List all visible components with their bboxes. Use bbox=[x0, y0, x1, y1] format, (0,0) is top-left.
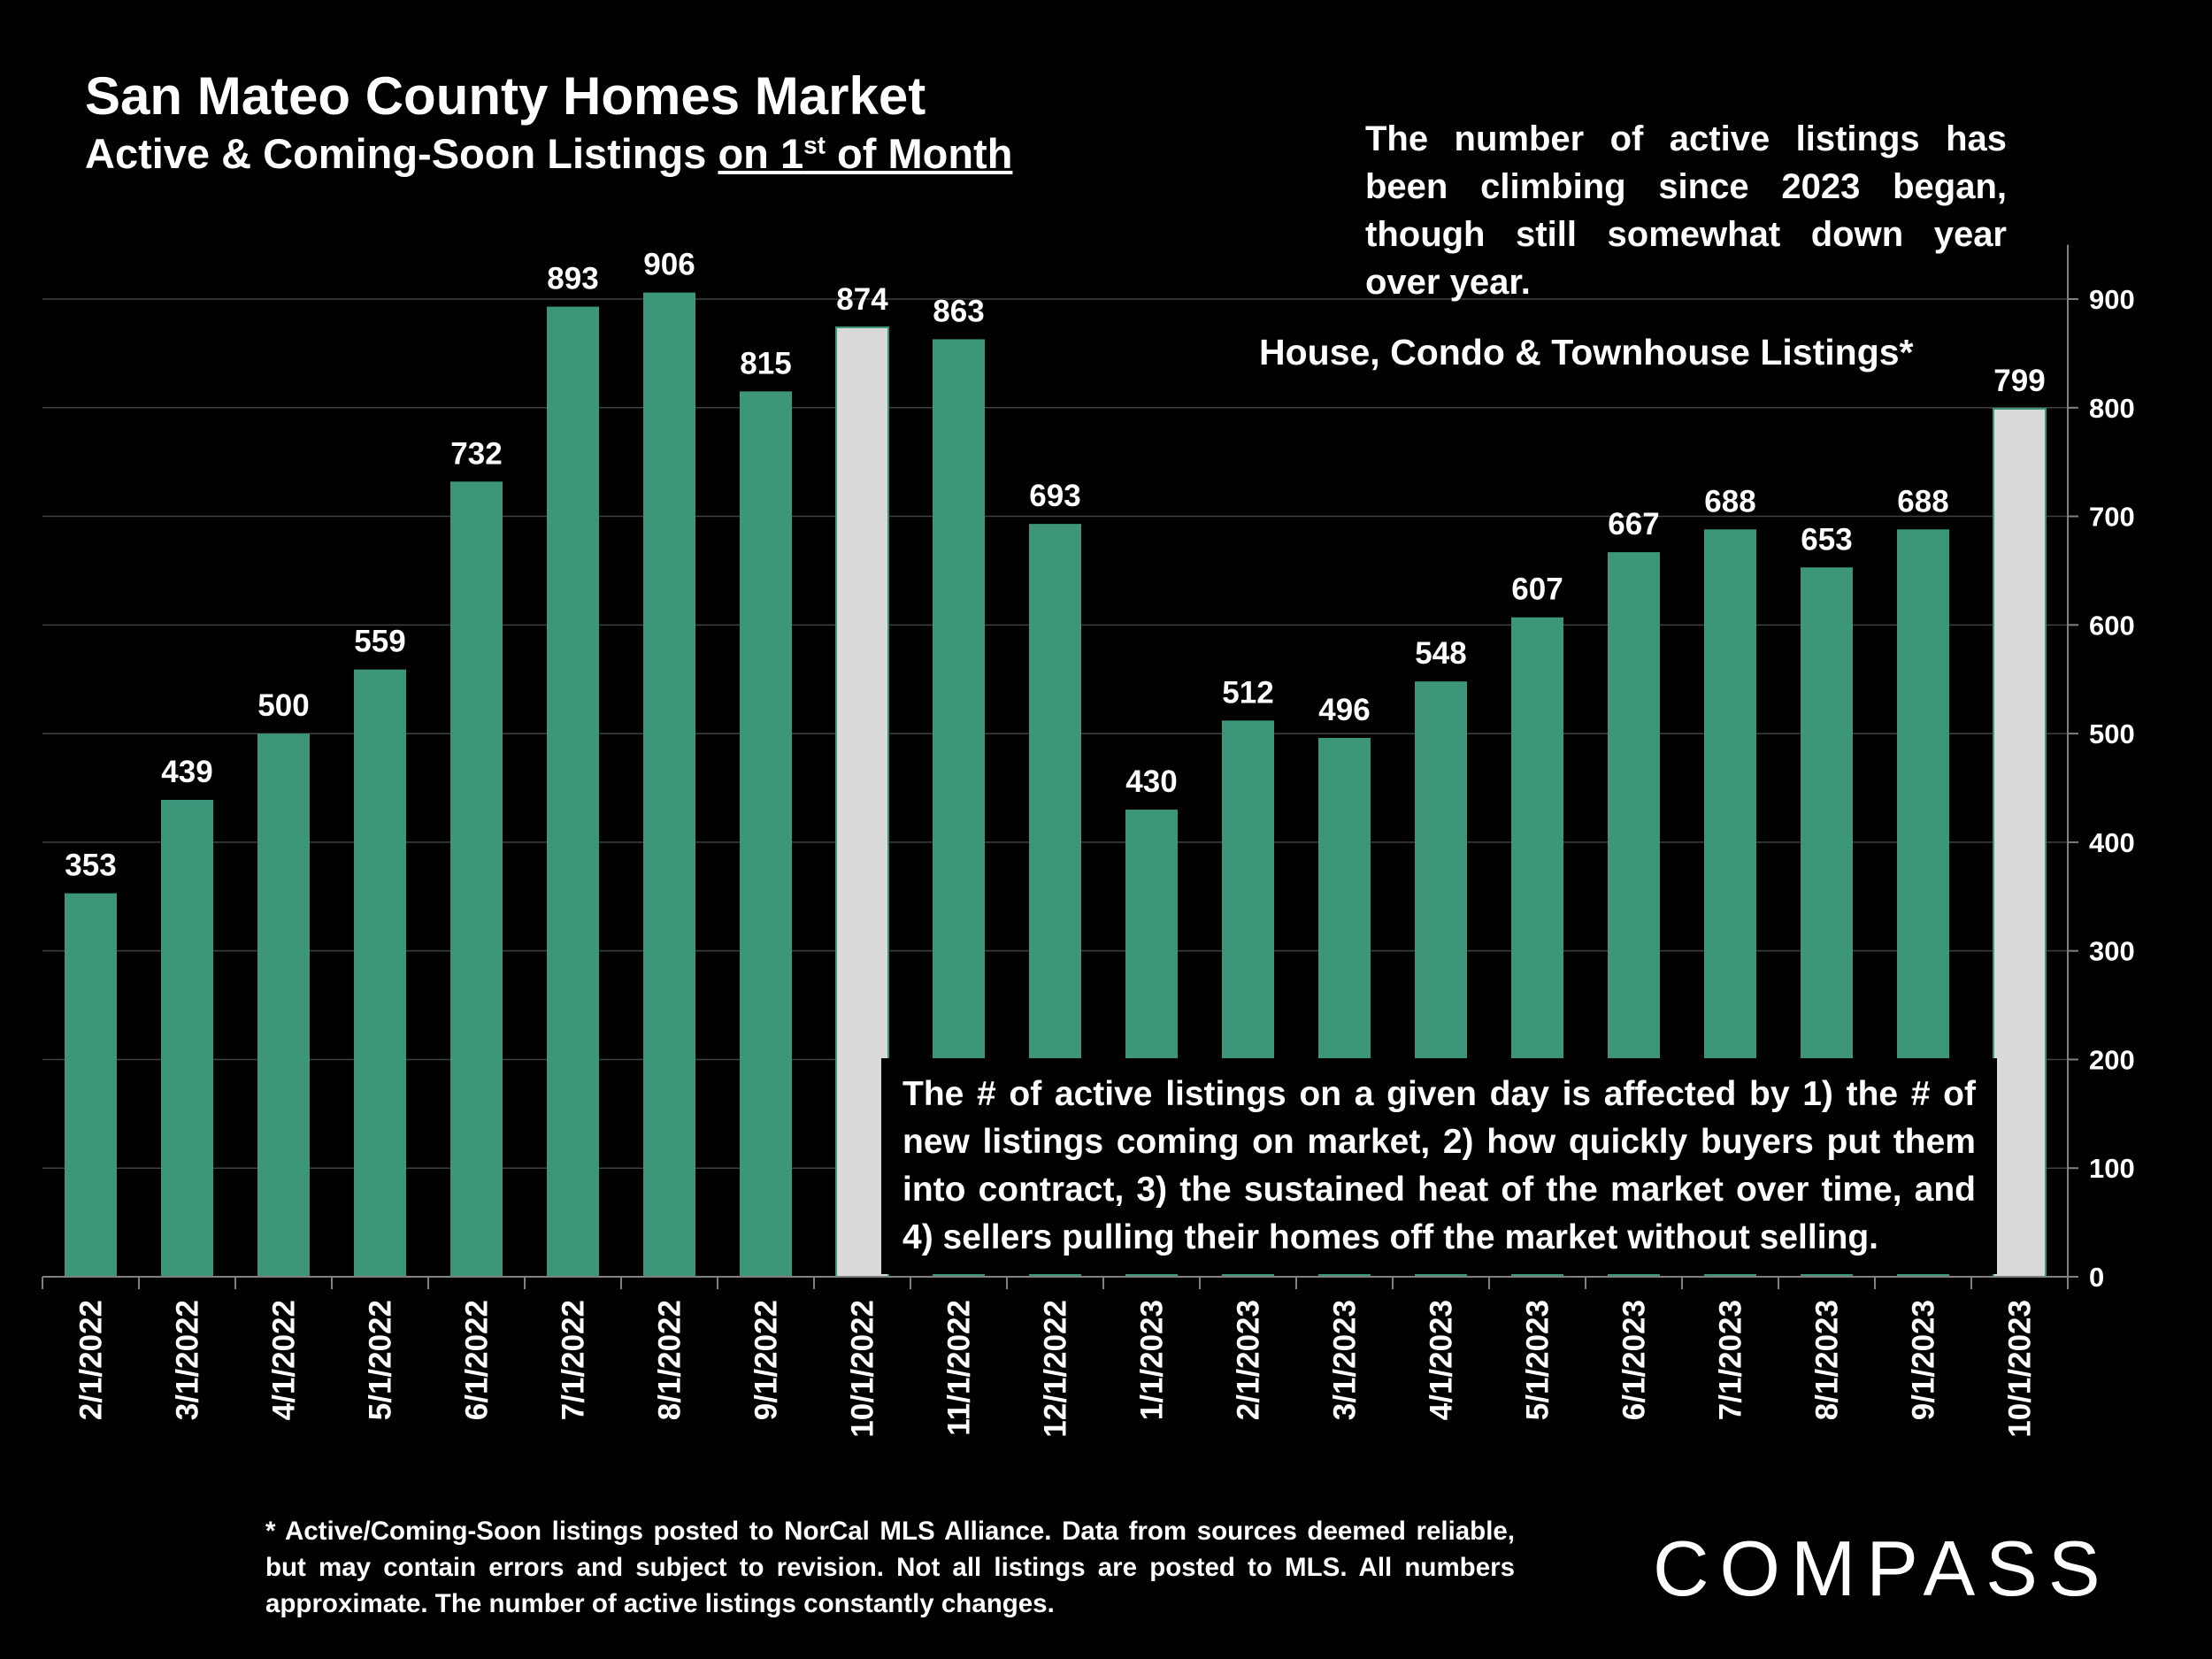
subtitle-underlined: on 1st of Month bbox=[718, 130, 1012, 177]
x-tick-label: 9/1/2022 bbox=[749, 1300, 784, 1420]
data-label: 863 bbox=[933, 294, 984, 328]
x-tick-label: 8/1/2023 bbox=[1810, 1300, 1845, 1420]
subtitle-sup: st bbox=[803, 131, 826, 159]
x-tick-label: 4/1/2023 bbox=[1425, 1300, 1459, 1420]
data-label: 906 bbox=[643, 248, 695, 282]
y-tick-label: 0 bbox=[2089, 1262, 2104, 1293]
y-tick-label: 600 bbox=[2089, 610, 2135, 641]
data-label: 688 bbox=[1704, 484, 1755, 518]
data-label: 693 bbox=[1029, 479, 1080, 513]
bar bbox=[65, 893, 117, 1277]
x-tick-label: 10/1/2023 bbox=[2003, 1300, 2038, 1438]
data-label: 559 bbox=[354, 625, 405, 659]
bar bbox=[450, 481, 503, 1277]
data-label: 732 bbox=[450, 436, 502, 471]
bar bbox=[643, 292, 695, 1278]
footnote: * Active/Coming-Soon listings posted to … bbox=[265, 1517, 1515, 1618]
bar bbox=[547, 306, 599, 1277]
subtitle-underlined-text: on 1 bbox=[718, 130, 804, 177]
data-label: 893 bbox=[547, 262, 598, 296]
data-label: 496 bbox=[1318, 693, 1370, 727]
bar bbox=[1993, 408, 2047, 1278]
subtitle-suffix: of Month bbox=[826, 130, 1013, 177]
x-tick-label: 5/1/2022 bbox=[364, 1300, 398, 1420]
bar bbox=[835, 326, 889, 1278]
data-labels: 353 439 500 559 732 893 906 815 874 863 693 430 512 4… bbox=[65, 248, 2045, 883]
y-tick-label: 500 bbox=[2089, 718, 2135, 749]
y-tick-label: 900 bbox=[2089, 284, 2135, 315]
x-tick-label: 2/1/2023 bbox=[1232, 1300, 1266, 1420]
chart-subtitle: Active & Coming-Soon Listings on 1st of … bbox=[85, 129, 1012, 178]
x-tick-label: 9/1/2023 bbox=[1907, 1300, 1941, 1420]
top-annotation: The number of active listings has been c… bbox=[1365, 119, 2007, 302]
y-tick-label: 400 bbox=[2089, 827, 2135, 858]
data-label: 653 bbox=[1801, 522, 1852, 557]
bar bbox=[354, 669, 406, 1277]
data-label: 512 bbox=[1222, 675, 1273, 710]
x-tick-label: 7/1/2023 bbox=[1714, 1300, 1748, 1420]
data-label: 430 bbox=[1125, 764, 1177, 799]
data-label: 439 bbox=[161, 755, 212, 789]
annotation-box: The # of active listings on a given day … bbox=[881, 1058, 1997, 1274]
data-label: 815 bbox=[740, 346, 791, 380]
y-tick-label: 200 bbox=[2089, 1044, 2135, 1075]
x-tick-label: 8/1/2022 bbox=[653, 1300, 687, 1420]
x-tick-label: 6/1/2023 bbox=[1617, 1300, 1652, 1420]
y-tick-label: 100 bbox=[2089, 1153, 2135, 1184]
x-tick-label: 2/1/2022 bbox=[74, 1300, 109, 1420]
data-label: 607 bbox=[1511, 572, 1563, 607]
data-label: 688 bbox=[1897, 484, 1948, 518]
x-axis: 2/1/2022 3/1/2022 4/1/2022 5/1/2022 6/1/2022… bbox=[42, 1276, 2069, 1438]
data-label: 799 bbox=[1993, 364, 2045, 398]
x-tick-label: 7/1/2022 bbox=[557, 1300, 591, 1420]
data-label: 353 bbox=[65, 849, 116, 883]
subtitle-text: Active & Coming-Soon Listings bbox=[85, 130, 718, 177]
series-label: House, Condo & Townhouse Listings* bbox=[1259, 332, 1914, 373]
x-tick-label: 1/1/2023 bbox=[1135, 1300, 1170, 1420]
data-label: 667 bbox=[1608, 507, 1659, 541]
compass-logo: COMPASS bbox=[1653, 1525, 2111, 1612]
data-label: 500 bbox=[257, 688, 309, 723]
x-tick-label: 4/1/2022 bbox=[267, 1300, 302, 1420]
y-tick-label: 700 bbox=[2089, 502, 2135, 533]
x-tick-label: 6/1/2022 bbox=[460, 1300, 495, 1420]
x-tick-label: 3/1/2023 bbox=[1328, 1300, 1363, 1420]
y-axis: 0 100 200 300 400 500 600 700 800 900 bbox=[2067, 244, 2135, 1293]
data-label: 874 bbox=[836, 282, 888, 317]
chart-title: San Mateo County Homes Market bbox=[85, 66, 926, 126]
x-tick-label: 10/1/2022 bbox=[846, 1300, 880, 1438]
bar bbox=[257, 733, 310, 1277]
y-tick-label: 300 bbox=[2089, 936, 2135, 967]
x-tick-label: 5/1/2023 bbox=[1521, 1300, 1555, 1420]
data-label: 548 bbox=[1415, 636, 1466, 671]
x-tick-label: 12/1/2022 bbox=[1039, 1300, 1073, 1438]
x-tick-label: 3/1/2022 bbox=[171, 1300, 205, 1420]
bar bbox=[740, 391, 792, 1278]
bar bbox=[161, 800, 213, 1277]
x-tick-label: 11/1/2022 bbox=[942, 1300, 977, 1436]
y-tick-label: 800 bbox=[2089, 393, 2135, 424]
